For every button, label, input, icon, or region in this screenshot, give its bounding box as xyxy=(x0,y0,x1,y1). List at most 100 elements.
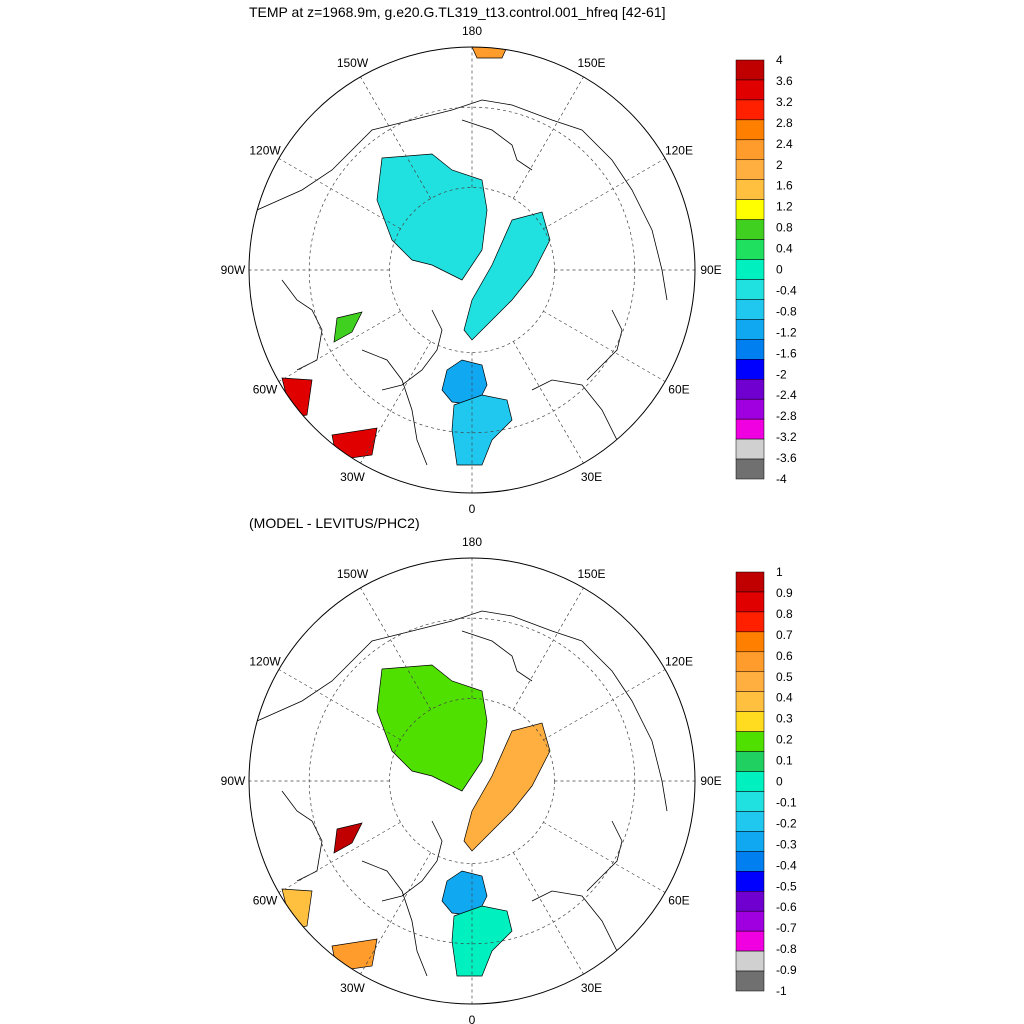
map-panel-1: 180 150E 120E 90E 60E 30E 0 30W 60W 90W 120W 150W xyxy=(221,24,722,516)
colorbar-tick-label: -0.2 xyxy=(776,816,797,830)
colorbar-swatch xyxy=(735,319,765,340)
colorbar-swatch xyxy=(735,359,765,380)
colorbar-1: 4 3.6 3.2 2.8 2.4 2 1.6 1.2 0.8 0.4 0 -0.4 -0.8 -1.2 -… xyxy=(735,53,797,486)
meridian-line xyxy=(512,852,584,975)
colorbar-tick-label: 0.8 xyxy=(776,607,793,621)
colorbar-tick-label: 0 xyxy=(776,775,783,789)
meridian-line xyxy=(543,821,666,893)
longitude-label: 120E xyxy=(665,144,693,158)
colorbar-tick-label: 0.5 xyxy=(776,670,793,684)
colorbar-tick-label: -2 xyxy=(776,367,787,381)
region-north-pacific-edge xyxy=(471,47,508,59)
map-boundary xyxy=(248,557,696,1005)
colorbar-swatch xyxy=(735,119,765,141)
colorbar-swatch xyxy=(735,910,765,932)
colorbar-swatch xyxy=(735,930,765,952)
coastline-7 xyxy=(461,119,533,171)
map-content xyxy=(249,558,695,1004)
meridian-line xyxy=(543,310,666,382)
meridian-line xyxy=(543,669,666,741)
colorbar-tick-label: -0.8 xyxy=(776,942,797,956)
colorbar-tick-label: 2 xyxy=(776,158,783,172)
region-baffin-bay xyxy=(333,311,363,343)
longitude-label: 60E xyxy=(668,894,689,908)
colorbar-swatch xyxy=(735,79,765,101)
colorbar-swatch xyxy=(735,711,765,732)
colorbar-tick-label: 0.6 xyxy=(776,649,793,663)
colorbar-tick-label: -0.5 xyxy=(776,879,797,893)
colorbar-2: 1 0.9 0.8 0.7 0.6 0.5 0.4 0.3 0.2 0.1 0 -0.1 -0.2 -0.… xyxy=(735,565,797,998)
colorbar-swatch xyxy=(735,970,765,992)
colorbar-tick-label: 0.3 xyxy=(776,712,793,726)
colorbar-swatch xyxy=(735,751,765,772)
longitude-label: 120W xyxy=(249,655,281,669)
colorbar-swatch xyxy=(735,458,765,480)
longitude-label: 90W xyxy=(221,774,246,788)
colorbar-tick-label: 0.8 xyxy=(776,221,793,235)
region-canadian-basin xyxy=(376,153,488,281)
region-north-atlantic xyxy=(331,427,378,461)
colorbar-tick-label: 2.8 xyxy=(776,116,793,130)
colorbar-swatch xyxy=(735,438,765,460)
colorbar-tick-label: -0.8 xyxy=(776,304,797,318)
coastline-5 xyxy=(531,890,633,972)
longitude-label: 0 xyxy=(469,502,476,516)
colorbar-swatch xyxy=(735,339,765,360)
colorbar-swatch xyxy=(735,259,765,280)
longitude-label: 30W xyxy=(340,470,365,484)
colorbar-tick-label: -3.2 xyxy=(776,430,797,444)
coastline-7 xyxy=(461,630,533,682)
region-baffin-bay xyxy=(333,822,363,854)
colorbar-swatch xyxy=(735,199,765,220)
colorbar-swatch xyxy=(735,791,765,812)
colorbar-tick-label: 2.4 xyxy=(776,137,793,151)
colorbar-tick-label: -0.4 xyxy=(776,283,797,297)
colorbar-tick-label: -2.8 xyxy=(776,409,797,423)
map-content xyxy=(249,47,695,493)
colorbar-swatch xyxy=(735,851,765,872)
colorbar-swatch xyxy=(735,378,765,400)
region-norwegian-sea xyxy=(451,905,513,977)
colorbar-tick-label: 0 xyxy=(776,263,783,277)
coastline-5 xyxy=(531,379,633,461)
colorbar-swatch xyxy=(735,871,765,892)
colorbar-swatch xyxy=(735,731,765,752)
colorbar-swatch xyxy=(735,179,765,200)
longitude-label: 150E xyxy=(577,56,605,70)
colorbar-tick-label: 0.2 xyxy=(776,733,793,747)
coastline-8 xyxy=(586,820,623,892)
colorbar-tick-label: -2.4 xyxy=(776,388,797,402)
longitude-label: 150W xyxy=(337,56,369,70)
longitude-label: 60W xyxy=(253,894,278,908)
longitude-label: 30W xyxy=(340,981,365,995)
colorbar-tick-label: 0.1 xyxy=(776,754,793,768)
map-boundary xyxy=(248,46,696,494)
colorbar-tick-label: 3.6 xyxy=(776,74,793,88)
region-canadian-basin xyxy=(376,664,488,792)
colorbar-swatch xyxy=(735,139,765,161)
colorbar-swatch xyxy=(735,691,765,712)
colorbar-swatch xyxy=(735,651,765,673)
colorbar-swatch xyxy=(735,831,765,852)
colorbar-swatch xyxy=(735,299,765,320)
colorbar-swatch xyxy=(735,611,765,633)
coastline-4 xyxy=(361,860,428,977)
colorbar-swatch xyxy=(735,950,765,972)
top-chart-title: TEMP at z=1968.9m, g.e20.G.TL319_t13.con… xyxy=(249,4,666,20)
colorbar-tick-label: -0.6 xyxy=(776,900,797,914)
region-eurasian-basin xyxy=(463,722,551,852)
colorbar-tick-label: 0.7 xyxy=(776,628,793,642)
region-norwegian-sea xyxy=(451,394,513,466)
longitude-label: 120E xyxy=(665,655,693,669)
longitude-label: 0 xyxy=(469,1013,476,1024)
bottom-chart-title: (MODEL - LEVITUS/PHC2) xyxy=(249,515,420,531)
region-amundsen-eurasian-basin xyxy=(463,211,551,341)
longitude-label: 150W xyxy=(337,567,369,581)
coastline-6 xyxy=(381,820,443,902)
coastline-3 xyxy=(281,279,323,371)
region-labrador-sea xyxy=(281,377,313,419)
colorbar-tick-label: -4 xyxy=(776,472,787,486)
colorbar-swatch xyxy=(735,398,765,420)
map-panel-2: 180 150E 120E 90E 60E 30E 0 30W 60W 90W 120W 150W xyxy=(221,535,722,1024)
